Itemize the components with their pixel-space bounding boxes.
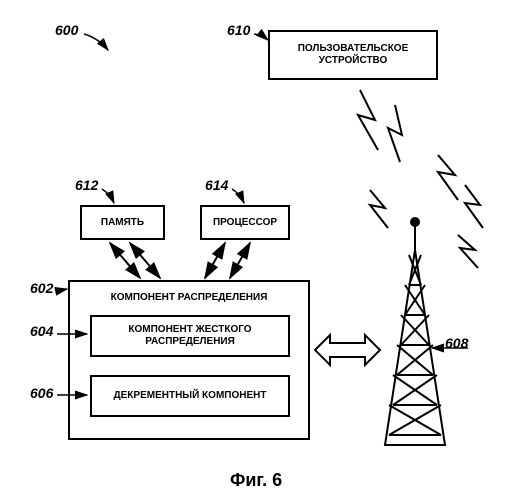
decrement-box: ДЕКРЕМЕНТНЫЙ КОМПОНЕНТ xyxy=(90,375,290,417)
memory-box: ПАМЯТЬ xyxy=(80,205,165,240)
label-608: 608 xyxy=(445,335,468,351)
memory-label: ПАМЯТЬ xyxy=(101,217,144,229)
hard-distribution-label: КОМПОНЕНТ ЖЕСТКОГО РАСПРЕДЕЛЕНИЯ xyxy=(94,324,286,348)
distribution-component-label: КОМПОНЕНТ РАСПРЕДЕЛЕНИЯ xyxy=(111,292,268,304)
user-device-label: ПОЛЬЗОВАТЕЛЬСКОЕ УСТРОЙСТВО xyxy=(272,43,434,67)
label-602: 602 xyxy=(30,280,53,296)
decrement-label: ДЕКРЕМЕНТНЫЙ КОМПОНЕНТ xyxy=(114,390,267,402)
label-614: 614 xyxy=(205,177,228,193)
label-606: 606 xyxy=(30,385,53,401)
signal-bolts xyxy=(358,90,483,268)
label-604: 604 xyxy=(30,323,53,339)
label-610: 610 xyxy=(227,22,250,38)
big-double-arrow xyxy=(315,335,380,365)
user-device-box: ПОЛЬЗОВАТЕЛЬСКОЕ УСТРОЙСТВО xyxy=(268,30,438,80)
figure-caption: Фиг. 6 xyxy=(230,470,282,491)
hard-distribution-box: КОМПОНЕНТ ЖЕСТКОГО РАСПРЕДЕЛЕНИЯ xyxy=(90,315,290,357)
label-612: 612 xyxy=(75,177,98,193)
tower-icon xyxy=(385,218,445,445)
processor-box: ПРОЦЕССОР xyxy=(200,205,290,240)
label-600: 600 xyxy=(55,22,78,38)
processor-label: ПРОЦЕССОР xyxy=(213,217,277,229)
diagram-canvas: ПОЛЬЗОВАТЕЛЬСКОЕ УСТРОЙСТВО ПАМЯТЬ ПРОЦЕ… xyxy=(0,0,525,500)
